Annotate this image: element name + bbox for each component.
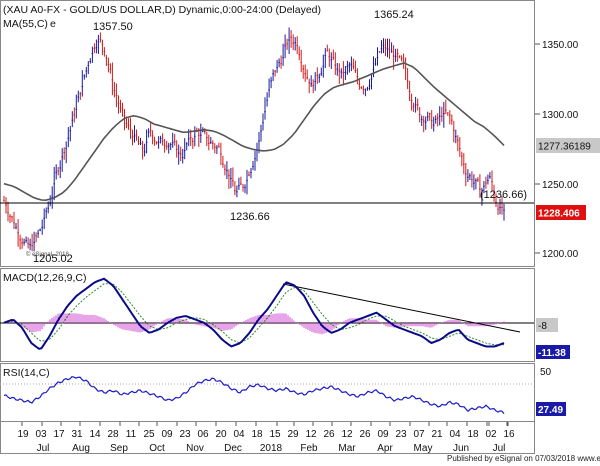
macd-panel-frame [0, 268, 535, 362]
xaxis-day-label: 20 [215, 429, 227, 440]
xaxis-day-label: 23 [395, 429, 407, 440]
xaxis-day-label: 15 [269, 429, 281, 440]
xaxis-day-label: 04 [233, 429, 245, 440]
xaxis: 19 03 17 31 14 28 11 25 09 23 06 20 04 18 15 29 12 26 12 26… [17, 422, 515, 454]
xaxis-frame [0, 421, 535, 454]
credit: Published by eSignal on 07/03/2018 www.e… [447, 454, 600, 463]
ma-value-fragment: e [50, 18, 56, 30]
xaxis-month-label: Apr [377, 443, 393, 454]
xaxis-day-label: 09 [161, 429, 173, 440]
xaxis-day-label: 16 [503, 429, 515, 440]
macd-badge: -11.38 [536, 345, 570, 359]
rsi-badge: 27.49 [536, 402, 566, 416]
xaxis-day-label: 12 [305, 429, 317, 440]
watermark: © eSignal, 2018 [26, 251, 69, 258]
price-panel-frame [0, 0, 535, 267]
xaxis-day-label: 17 [53, 429, 65, 440]
xaxis-day-label: 28 [107, 429, 119, 440]
xaxis-day-label: 12 [341, 429, 353, 440]
xaxis-day-label: 19 [17, 429, 29, 440]
macd-badge-text: -11.38 [538, 348, 566, 359]
signal-line [3, 283, 504, 346]
annotation-left-high: 1357.50 [93, 21, 133, 33]
xaxis-day-label: 29 [287, 429, 299, 440]
rsi-line [3, 376, 505, 414]
annotation-left-low: 1205.02 [33, 253, 73, 265]
chart-title: (XAU A0-FX - GOLD/US DOLLAR,D) Dynamic,0… [3, 4, 321, 16]
xaxis-day-label: 23 [179, 429, 191, 440]
xaxis-month-label: Sep [110, 443, 128, 454]
xaxis-day-label: 14 [89, 429, 101, 440]
xaxis-day-label: 04 [449, 429, 461, 440]
xaxis-day-label: 09 [377, 429, 389, 440]
xaxis-day-label: 06 [197, 429, 209, 440]
xaxis-day-label: 18 [467, 429, 479, 440]
macd-line [3, 277, 505, 350]
xaxis-month-label: Jul [37, 443, 50, 454]
xaxis-month-label: Aug [72, 443, 90, 454]
xaxis-month-label: Mar [338, 443, 356, 454]
price-candles [3, 27, 505, 252]
last-price-badge: 1228.406 [536, 205, 586, 220]
xaxis-month-label: 2018 [260, 443, 283, 454]
xaxis-day-label: 18 [251, 429, 263, 440]
xaxis-day-label: 03 [35, 429, 47, 440]
xaxis-day-label: 26 [359, 429, 371, 440]
annotation-low: 1236.66 [230, 211, 270, 223]
xaxis-month-label: Nov [186, 443, 204, 454]
xaxis-day-label: 07 [413, 429, 425, 440]
xaxis-month-label: Feb [300, 443, 318, 454]
xaxis-day-label: 25 [143, 429, 155, 440]
xaxis-month-label: Dec [224, 443, 242, 454]
rsi-badge-text: 27.49 [538, 405, 563, 416]
price-tick-1200: 1200.00 [542, 249, 579, 260]
last-price-badge-text: 1228.406 [538, 209, 580, 220]
price-yaxis: 1350.00 1300.00 1250.00 1200.00 [535, 40, 579, 260]
xaxis-month-label: Jul [493, 443, 506, 454]
ma-label: MA(55,C) [3, 18, 48, 30]
annotation-high: 1365.24 [374, 9, 414, 21]
rsi-tick-50: 50 [540, 367, 552, 378]
xaxis-day-label: 11 [126, 429, 137, 440]
xaxis-month-label: May [414, 443, 433, 454]
price-tick-1300: 1300.00 [542, 110, 579, 121]
moving-average-line [3, 62, 505, 202]
macd-signal-badge-text: -8 [538, 321, 547, 332]
macd-signal-badge: -8 [536, 318, 558, 332]
xaxis-day-label: 26 [323, 429, 335, 440]
xaxis-month-label: Oct [149, 443, 165, 454]
price-tick-1350: 1350.00 [542, 40, 579, 51]
ma-badge: 1277.36189 [536, 138, 600, 153]
xaxis-day-label: 02 [485, 429, 497, 440]
annotation-low-right: (1236.66) [480, 189, 527, 201]
xaxis-day-label: 21 [431, 429, 443, 440]
price-tick-1250: 1250.00 [542, 180, 579, 191]
xaxis-month-label: Jun [453, 443, 469, 454]
macd-label: MACD(12,26,9,C) [3, 272, 86, 284]
ma-badge-text: 1277.36189 [538, 142, 591, 153]
macd-trendline [282, 283, 521, 333]
xaxis-day-label: 31 [71, 429, 83, 440]
rsi-label: RSI(14,C) [3, 367, 50, 379]
